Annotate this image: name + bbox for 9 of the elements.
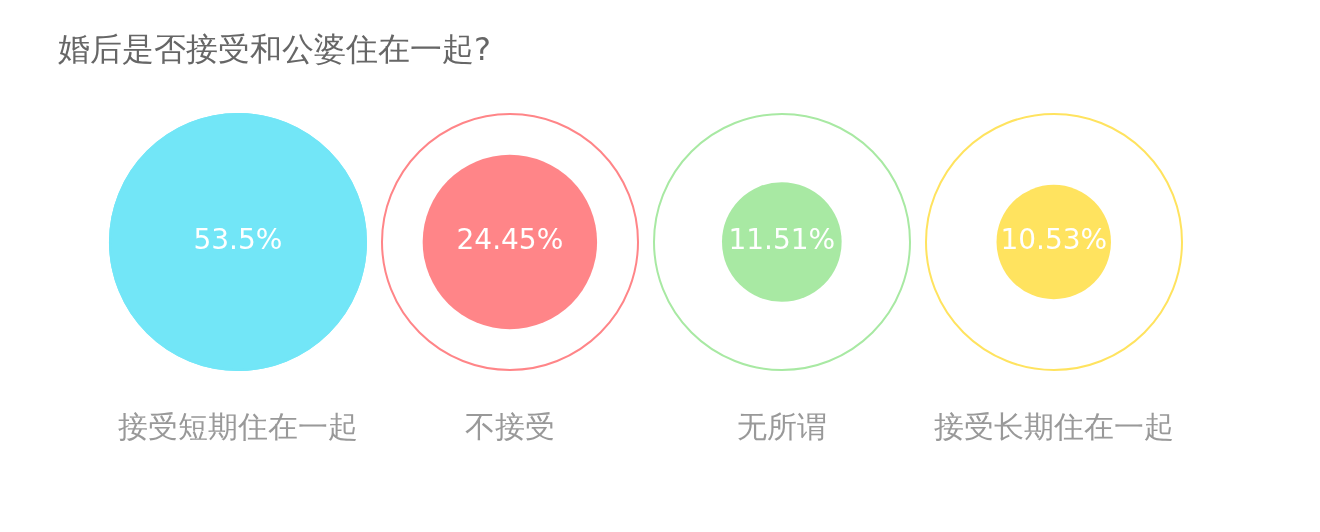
data-label: 24.45% (456, 223, 564, 257)
category-label: 接受短期住在一起 (117, 408, 358, 444)
text: 婚后是否接受和公婆住在一起? (58, 30, 491, 69)
data-label: 10.53% (1000, 223, 1108, 257)
category-label: 接受长期住在一起 (933, 408, 1174, 444)
category-label: 无所谓 (736, 408, 827, 444)
data-label: 53.5% (193, 223, 283, 257)
category-label: 不接受 (464, 408, 555, 444)
data-label: 11.51% (728, 223, 836, 257)
